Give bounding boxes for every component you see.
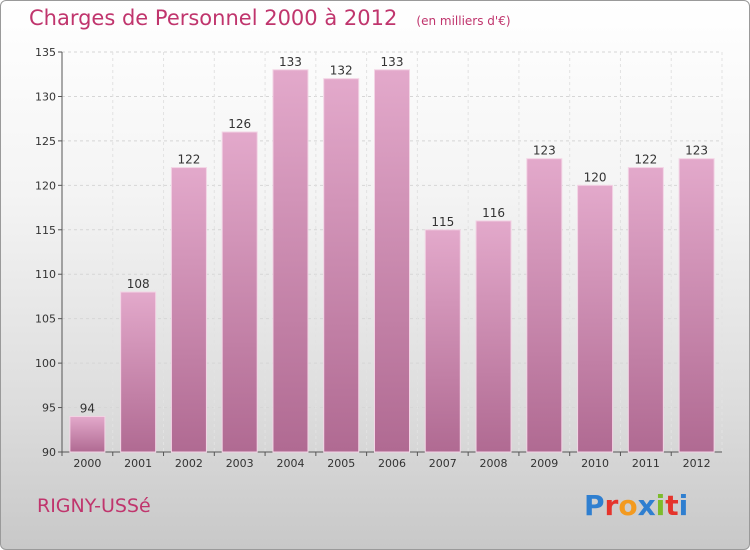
bar: [424, 229, 461, 453]
bar: [272, 69, 309, 453]
logo-letter: o: [618, 489, 638, 522]
x-tick-label: 2009: [530, 457, 558, 470]
logo-letter: i: [678, 489, 689, 522]
y-tick-label: 90: [42, 446, 56, 459]
x-tick-label: 2007: [429, 457, 457, 470]
data-label: 122: [177, 153, 200, 167]
logo-letter: i: [655, 489, 666, 522]
logo-letter: P: [584, 489, 605, 522]
x-tick-label: 2000: [73, 457, 101, 470]
axes: 90 95 100 105 110 115 120 125 130 135 2000 2001 2002…: [35, 46, 722, 470]
y-tick-label: 100: [35, 357, 56, 370]
chart-unit-note: (en milliers d'€): [416, 14, 511, 28]
y-tick-label: 120: [35, 179, 56, 192]
data-label: 116: [482, 206, 505, 220]
location-name: RIGNY-USSé: [37, 495, 151, 517]
x-tick-label: 2012: [683, 457, 711, 470]
x-tick-label: 2011: [632, 457, 660, 470]
data-label: 123: [533, 144, 556, 158]
bar: [120, 291, 157, 453]
x-tick-label: 2001: [124, 457, 152, 470]
x-tick-label: 2006: [378, 457, 406, 470]
proxiti-logo[interactable]: Proxiti: [584, 489, 688, 522]
bar: [170, 167, 207, 453]
logo-letter: t: [665, 489, 679, 522]
data-labels: 94 108 122 126 133 132 133 115 116 123 120 122 123: [80, 55, 708, 416]
bar: [69, 415, 106, 453]
data-label: 132: [330, 64, 353, 78]
bar: [627, 167, 664, 453]
y-tick-label: 130: [35, 90, 56, 103]
bar: [221, 131, 258, 453]
x-tick-label: 2010: [581, 457, 609, 470]
bar: [678, 158, 715, 453]
y-tick-label: 125: [35, 135, 56, 148]
x-tick-label: 2002: [175, 457, 203, 470]
x-tick-label: 2005: [327, 457, 355, 470]
bar: [475, 220, 512, 453]
data-label: 126: [228, 117, 251, 131]
x-tick-label: 2003: [226, 457, 254, 470]
data-label: 94: [80, 401, 95, 415]
y-tick-label: 110: [35, 268, 56, 281]
data-label: 120: [584, 170, 607, 184]
data-label: 133: [381, 55, 404, 69]
data-label: 123: [685, 144, 708, 158]
y-tick-label: 115: [35, 224, 56, 237]
y-tick-label: 135: [35, 46, 56, 59]
data-label: 133: [279, 55, 302, 69]
data-label: 122: [634, 153, 657, 167]
data-label: 108: [127, 277, 150, 291]
chart-title-block: Charges de Personnel 2000 à 2012 (en mil…: [29, 6, 511, 30]
x-tick-label: 2004: [276, 457, 304, 470]
bar: [526, 158, 563, 453]
bar: [577, 184, 614, 453]
chart-title: Charges de Personnel 2000 à 2012: [29, 6, 398, 30]
bar: [323, 78, 360, 453]
y-tick-label: 95: [42, 402, 56, 415]
x-tick-label: 2008: [480, 457, 508, 470]
logo-letter: x: [637, 489, 656, 522]
bars: [69, 69, 715, 453]
y-tick-label: 105: [35, 313, 56, 326]
data-label: 115: [431, 215, 454, 229]
bar: [374, 69, 410, 453]
logo-letter: r: [604, 489, 619, 522]
